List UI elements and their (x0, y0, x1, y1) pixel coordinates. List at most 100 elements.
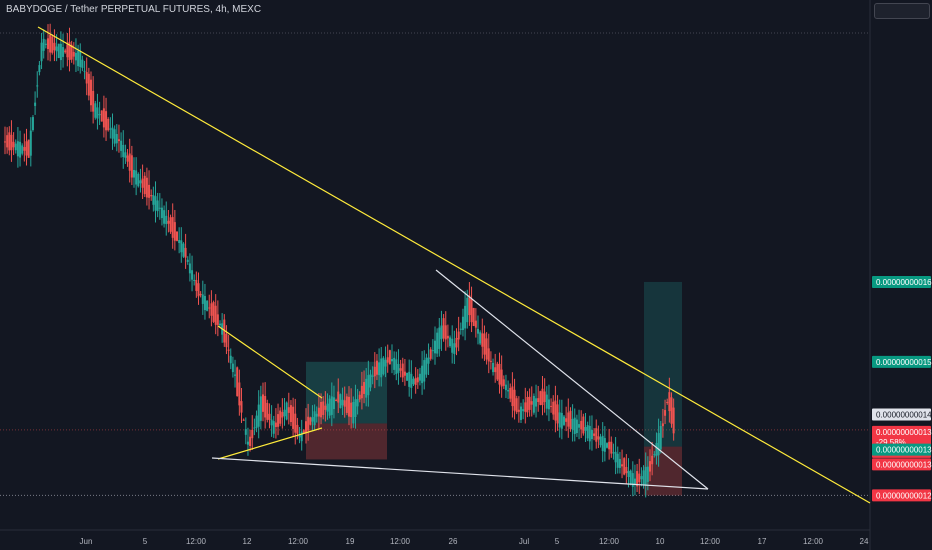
candle-body (438, 327, 441, 349)
candle-body (176, 231, 178, 241)
candle-body (188, 263, 191, 274)
candle-body (298, 434, 301, 438)
candle-body (251, 429, 254, 439)
candle-body (105, 111, 108, 131)
candle-body (197, 283, 200, 297)
time-tick-label: Jul (519, 537, 529, 546)
candle-body (522, 409, 525, 412)
candle-body (203, 295, 206, 311)
candle-body (367, 375, 370, 396)
candle-body (195, 280, 198, 292)
candle-body (133, 169, 135, 178)
candle-body (70, 44, 73, 60)
candle-body (373, 366, 376, 377)
candle-body (100, 110, 103, 122)
candle-body (453, 343, 456, 355)
candle-body (21, 145, 24, 154)
candle-body (14, 143, 17, 151)
candle-body (485, 338, 488, 360)
candle-body (231, 363, 234, 373)
candle-body (535, 398, 538, 407)
candle-body (330, 396, 333, 415)
candle-body (262, 394, 264, 412)
candle-body (601, 435, 604, 452)
candle-body (406, 372, 409, 381)
time-tick-label: 26 (449, 537, 458, 546)
candle-body (560, 412, 563, 429)
candle-body (85, 72, 88, 84)
candle-body (332, 397, 335, 410)
candle-body (292, 406, 295, 429)
candle-body (64, 50, 67, 53)
candle-body (515, 398, 518, 413)
wedge-lower-line (217, 427, 323, 460)
candle-body (6, 135, 9, 148)
candle-body (201, 294, 204, 304)
candle-body (479, 332, 482, 344)
candle-body (425, 357, 428, 375)
candle-body (427, 357, 430, 364)
candle-body (62, 47, 65, 57)
candle-body (57, 43, 60, 58)
candle-body (281, 412, 284, 418)
candle-body (408, 371, 411, 387)
candle-body (655, 442, 658, 457)
time-tick-label: 12:00 (700, 537, 721, 546)
support-line (211, 457, 709, 490)
candle-body (171, 217, 174, 238)
candle-body (582, 416, 585, 434)
candle-body (517, 409, 520, 412)
candle-body (156, 200, 159, 212)
time-tick-label: 12:00 (803, 537, 824, 546)
candle-body (249, 436, 252, 446)
candle-body (646, 466, 649, 482)
candle-body (137, 173, 140, 187)
candle-body (608, 441, 611, 450)
candle-body (102, 108, 105, 128)
candle-body (666, 401, 669, 403)
candle-body (92, 90, 95, 112)
candle-body (504, 384, 507, 391)
candle-body (421, 365, 424, 384)
main-trendline (37, 26, 871, 504)
candle-body (466, 297, 469, 323)
symbol-search-input[interactable] (874, 3, 930, 19)
candle-body (79, 51, 82, 67)
candle-body (277, 414, 280, 427)
candle-body (83, 70, 86, 72)
candle-body (599, 436, 602, 446)
candle-body (590, 429, 593, 440)
candle-body (167, 220, 170, 224)
candle-body (317, 407, 320, 417)
candle-body (348, 396, 350, 417)
candle-body (68, 41, 71, 61)
candle-body (524, 402, 527, 412)
candle-body (113, 129, 116, 144)
candle-body (274, 422, 277, 427)
time-tick-label: 19 (346, 537, 355, 546)
candle-body (457, 331, 460, 340)
candle-body (369, 374, 372, 388)
candle-body (459, 328, 462, 330)
candle-body (461, 316, 464, 330)
candle-body (16, 141, 19, 157)
candle-body (109, 128, 112, 130)
candle-body (150, 195, 153, 197)
candle-body (96, 107, 99, 119)
candle-body (399, 368, 402, 371)
candle-body (436, 332, 439, 354)
price-label-tag (872, 489, 931, 502)
candle-body (565, 418, 568, 422)
candle-body (107, 118, 110, 131)
candle-body (328, 398, 331, 416)
candle-body (169, 217, 172, 232)
candle-body (154, 196, 157, 211)
candle-body (219, 323, 221, 326)
candle-body (483, 333, 486, 355)
candle-body (141, 178, 144, 188)
candle-body (672, 407, 675, 434)
candle-body (651, 455, 654, 465)
candle-body (382, 357, 385, 375)
price-label-text: -29.58% (876, 438, 906, 447)
